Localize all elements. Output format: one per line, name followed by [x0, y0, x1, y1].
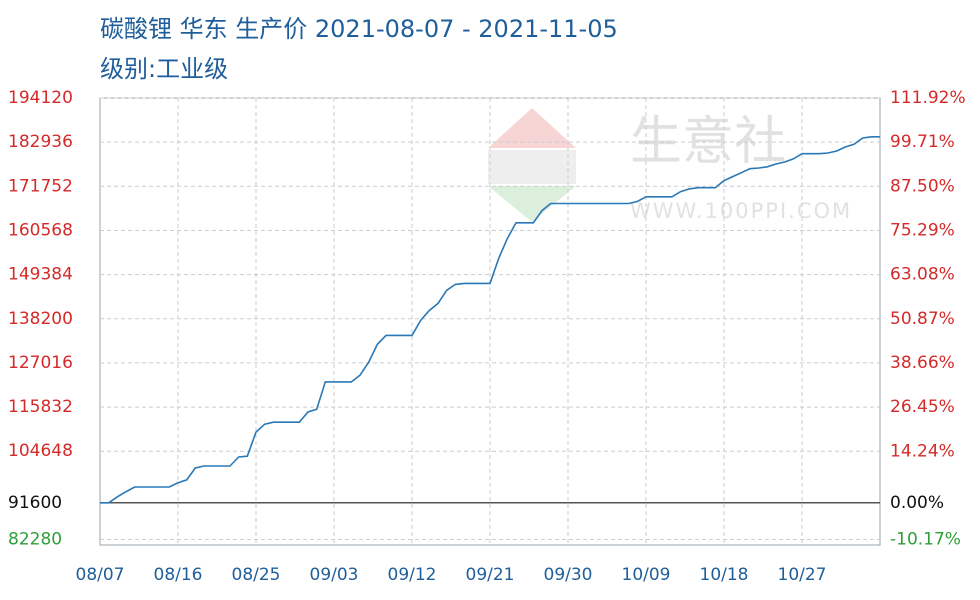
x-tick-label: 09/12	[388, 565, 437, 585]
x-tick-label: 10/18	[700, 565, 749, 585]
y-tick-label: 194120	[8, 88, 73, 108]
y-tick-label: 160568	[8, 220, 73, 240]
x-tick-label: 10/27	[778, 565, 827, 585]
y2-tick-label: -10.17%	[890, 530, 961, 550]
chart-title: 碳酸锂 华东 生产价 2021-08-07 - 2021-11-05	[100, 15, 618, 43]
x-tick-label: 09/21	[466, 565, 515, 585]
y-tick-label: 115832	[8, 397, 73, 417]
y2-tick-label: 0.00%	[890, 493, 944, 513]
x-tick-label: 08/07	[76, 565, 125, 585]
x-tick-label: 08/25	[232, 565, 281, 585]
y-tick-label: 149384	[8, 265, 73, 285]
y2-tick-label: 50.87%	[890, 309, 955, 329]
x-tick-label: 08/16	[154, 565, 203, 585]
x-tick-label: 09/30	[544, 565, 593, 585]
logo-base	[488, 186, 576, 222]
y2-tick-label: 26.45%	[890, 397, 955, 417]
y-tick-label: 138200	[8, 309, 73, 329]
y2-tick-label: 87.50%	[890, 176, 955, 196]
y2-tick-label: 75.29%	[890, 220, 955, 240]
y-tick-label: 127016	[8, 353, 73, 373]
y2-tick-label: 14.24%	[890, 441, 955, 461]
chart-subtitle: 级别:工业级	[100, 55, 228, 83]
logo-roof	[488, 108, 576, 148]
price-line	[100, 136, 880, 504]
y-tick-label: 104648	[8, 441, 73, 461]
x-tick-label: 10/09	[622, 565, 671, 585]
y2-tick-label: 99.71%	[890, 132, 955, 152]
y2-tick-label: 38.66%	[890, 353, 955, 373]
y-tick-label: 171752	[8, 176, 73, 196]
y-tick-label: 182936	[8, 132, 73, 152]
y2-tick-label: 111.92%	[890, 88, 966, 108]
x-tick-label: 09/03	[310, 565, 359, 585]
y-tick-label: 91600	[8, 493, 62, 513]
watermark-url: WWW.100PPI.COM	[630, 199, 852, 223]
logo-body	[488, 150, 576, 184]
y2-tick-label: 63.08%	[890, 265, 955, 285]
y-tick-label: 82280	[8, 530, 62, 550]
